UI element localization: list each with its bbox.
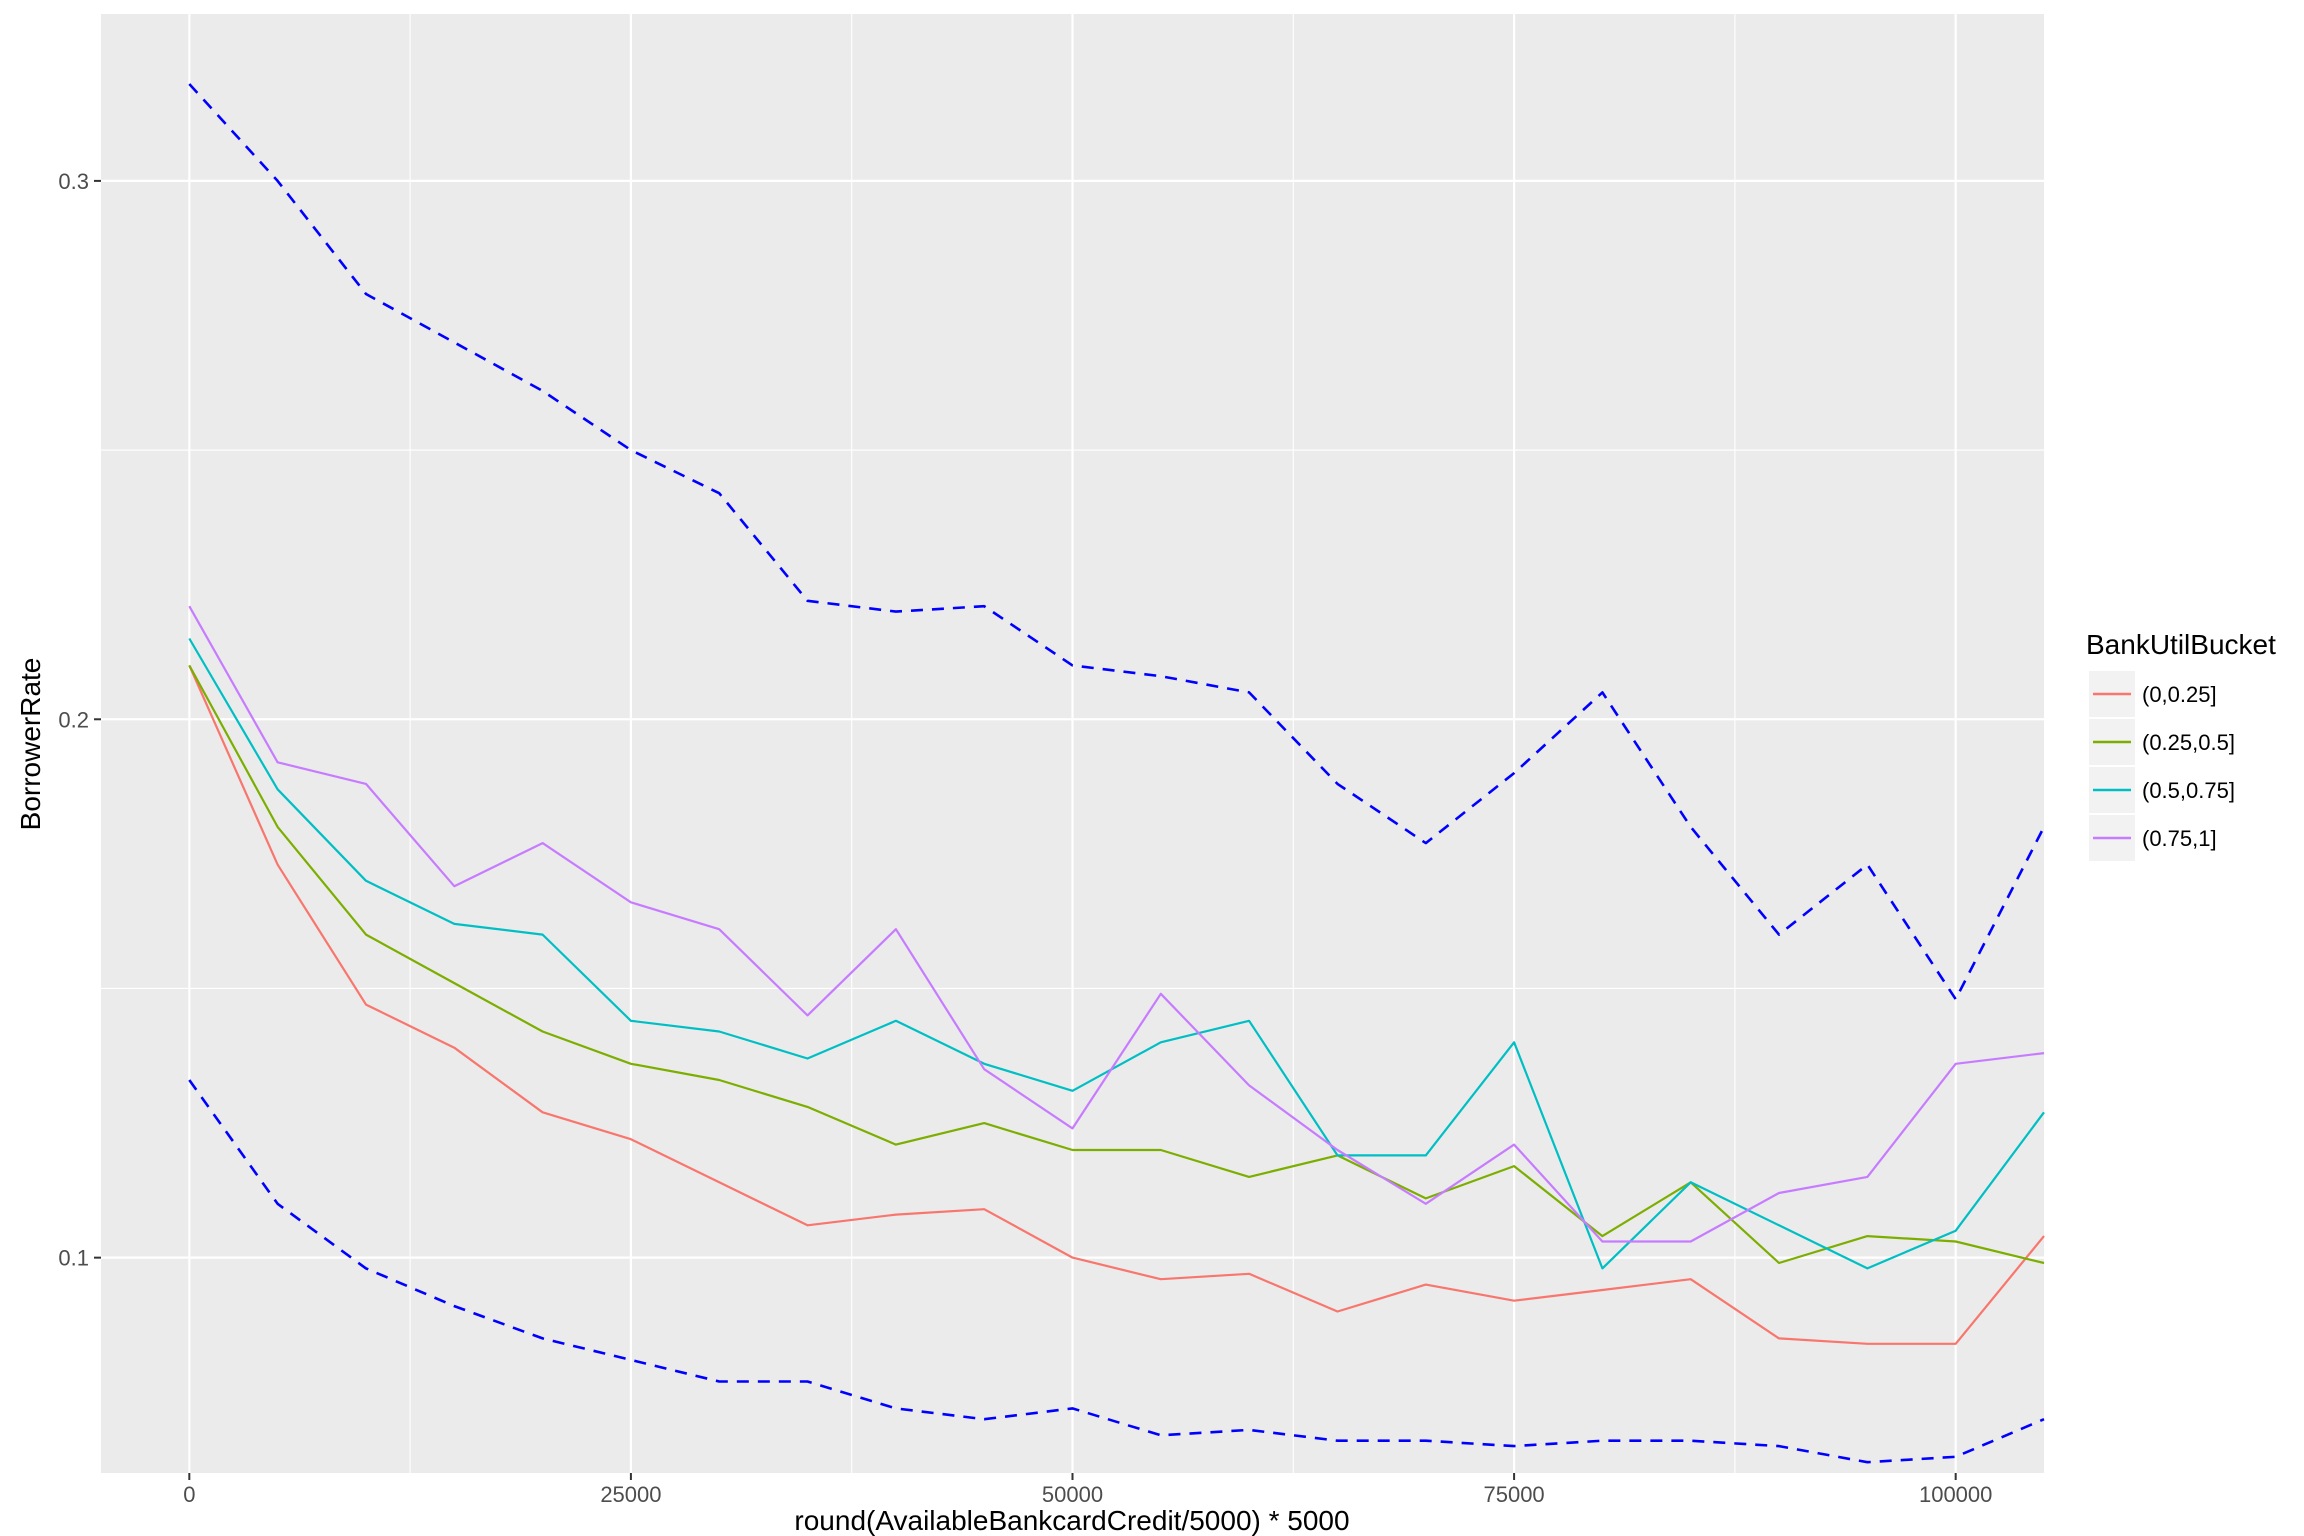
legend-title: BankUtilBucket xyxy=(2086,629,2276,660)
legend-label: (0.75,1] xyxy=(2142,826,2217,851)
legend-label: (0.5,0.75] xyxy=(2142,778,2235,803)
legend-label: (0.25,0.5] xyxy=(2142,730,2235,755)
series-line-dashed xyxy=(188,83,2046,1001)
x-tick-label: 25000 xyxy=(600,1482,661,1507)
legend: BankUtilBucket (0,0.25] (0.25,0.5] (0.5,0.… xyxy=(2086,629,2276,861)
series-line-dashed xyxy=(188,1079,2045,1464)
y-axis-title: BorrowerRate xyxy=(15,658,46,831)
x-axis-title: round(AvailableBankcardCredit/5000) * 50… xyxy=(794,1505,1349,1536)
series-line xyxy=(188,664,2045,1345)
series-line xyxy=(188,664,2045,1265)
x-tick-label: 75000 xyxy=(1483,1482,1544,1507)
x-axis: 0 25000 50000 75000 100000 xyxy=(183,1473,1992,1507)
y-axis: 0.1 0.2 0.3 xyxy=(58,169,101,1271)
x-tick-label: 0 xyxy=(183,1482,195,1507)
legend-label: (0,0.25] xyxy=(2142,682,2217,707)
series-line xyxy=(188,605,2045,1243)
y-tick-label: 0.3 xyxy=(58,169,89,194)
x-tick-label: 100000 xyxy=(1919,1482,1992,1507)
x-tick-label: 50000 xyxy=(1042,1482,1103,1507)
series-line xyxy=(188,637,2045,1270)
series-layer xyxy=(188,83,2046,1464)
y-tick-label: 0.2 xyxy=(58,707,89,732)
y-tick-label: 0.1 xyxy=(58,1246,89,1271)
